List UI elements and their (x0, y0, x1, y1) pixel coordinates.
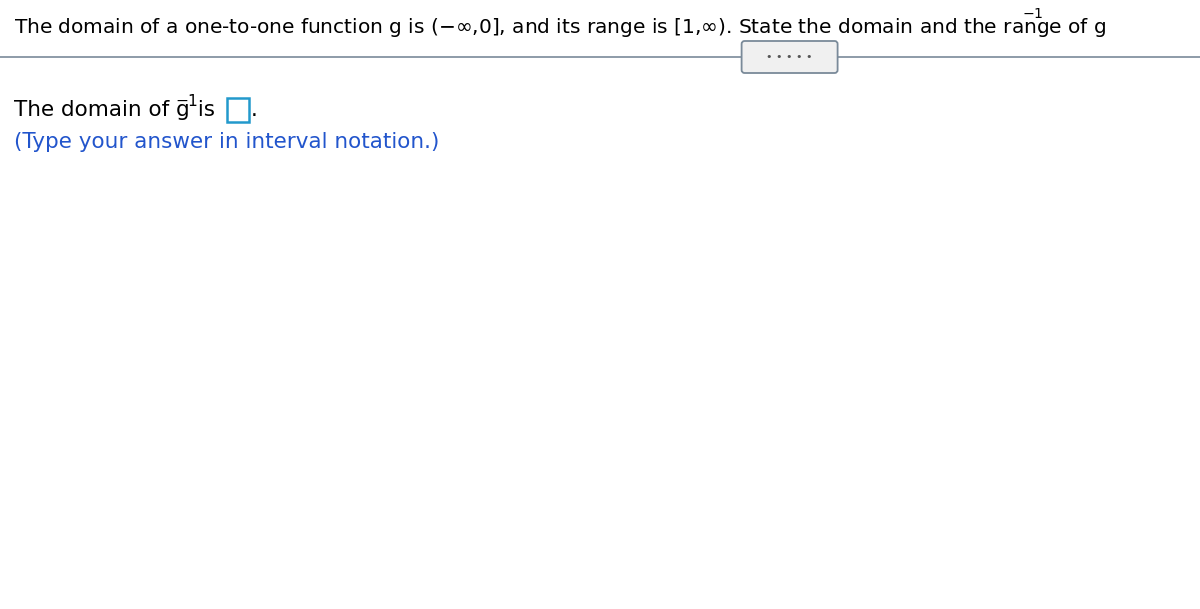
Text: −1: −1 (175, 94, 198, 109)
FancyBboxPatch shape (227, 98, 250, 122)
Text: .: . (251, 100, 258, 120)
Text: .: . (1038, 18, 1044, 37)
Text: is: is (191, 100, 222, 120)
Text: • • • • •: • • • • • (767, 52, 812, 62)
Text: The domain of a one-to-one function g is $(-\infty$,0], and its range is [1,$\in: The domain of a one-to-one function g is… (14, 16, 1106, 39)
Text: $^{-1}$: $^{-1}$ (1022, 9, 1044, 28)
FancyBboxPatch shape (742, 41, 838, 73)
Text: (Type your answer in interval notation.): (Type your answer in interval notation.) (14, 132, 439, 152)
Text: The domain of g: The domain of g (14, 100, 190, 120)
